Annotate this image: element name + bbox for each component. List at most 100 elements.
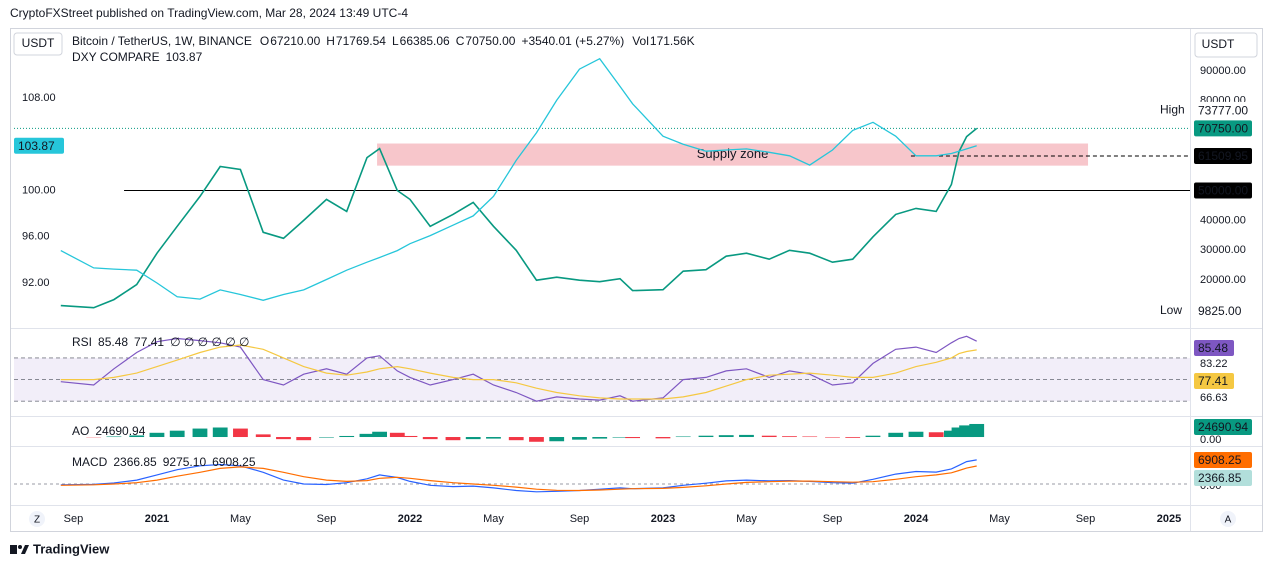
- legend-text: O: [260, 34, 269, 48]
- level-label: 61509.95: [1198, 149, 1248, 163]
- legend-text: C: [456, 34, 465, 48]
- ao-bar: [825, 437, 840, 438]
- x-tick-label: 2023: [651, 513, 675, 525]
- legend-text: L: [392, 34, 399, 48]
- currency-button[interactable]: [1194, 32, 1258, 58]
- ao-bar: [402, 435, 418, 438]
- brand: TradingView: [33, 541, 110, 556]
- ao-bar: [951, 427, 967, 438]
- ao-bar: [549, 437, 565, 442]
- y-tick-label: 20000.00: [1200, 274, 1246, 286]
- ao-bar: [255, 434, 271, 438]
- ao-bar: [276, 437, 291, 440]
- y-tick-label: 90000.00: [1200, 65, 1246, 77]
- dxy-line: [60, 57, 977, 301]
- ao-bar: [612, 437, 628, 438]
- legend-text: RSI: [72, 335, 92, 349]
- ao-bar: [655, 437, 671, 439]
- legend-text: 171.56K: [650, 34, 695, 48]
- scale-button[interactable]: [29, 511, 45, 527]
- ao-bar: [106, 436, 122, 438]
- legend-text: 67210.00: [270, 34, 320, 48]
- y-tick-label: 0.00: [1200, 434, 1221, 446]
- ao-bar: [908, 431, 924, 438]
- x-tick-label: May: [483, 513, 504, 525]
- scale-button-label[interactable]: Z: [34, 515, 40, 526]
- ao-bar: [625, 437, 641, 439]
- ao-bar: [782, 436, 797, 438]
- level-label-box: [1194, 148, 1252, 165]
- ao-bar: [149, 432, 165, 438]
- y2-tick-label: 92.00: [22, 277, 50, 289]
- level-label-box: [1193, 101, 1253, 119]
- legend-text: 9275.10: [163, 455, 207, 469]
- legend-text: DXY COMPARE: [72, 50, 160, 64]
- x-tick-label: May: [736, 513, 757, 525]
- currency-button[interactable]: [13, 32, 63, 56]
- ao-bar: [389, 432, 405, 438]
- rsi-value-label: 85.48: [1198, 341, 1228, 355]
- ao-bar: [233, 428, 248, 438]
- macd-hist-label: 2366.85: [1198, 471, 1242, 485]
- ao-bar: [296, 437, 312, 441]
- legend-text: 85.48: [98, 335, 128, 349]
- level-label: 50000.00: [1198, 184, 1248, 198]
- legend-text: AO: [72, 424, 89, 438]
- legend-text: 66385.06: [400, 34, 450, 48]
- ao-bar: [422, 437, 438, 440]
- ao-bar: [761, 435, 777, 438]
- currency-right[interactable]: USDT: [1202, 37, 1235, 51]
- x-tick-label: 2021: [145, 513, 169, 525]
- legend-text: ∅ ∅ ∅ ∅ ∅ ∅: [170, 335, 249, 349]
- published-note: CryptoFXStreet published on TradingView.…: [10, 6, 408, 20]
- ao-bar: [319, 437, 334, 438]
- ao-bar: [372, 431, 388, 438]
- supply-zone: [377, 143, 1089, 166]
- auto-button[interactable]: [1220, 511, 1236, 527]
- auto-button-label[interactable]: A: [1225, 515, 1232, 526]
- price-line: [60, 127, 978, 309]
- rsi-scale-label: 83.22: [1200, 358, 1228, 370]
- legend-text: MACD: [72, 455, 108, 469]
- chart-frame: [10, 28, 1263, 532]
- legend-text: H: [326, 34, 335, 48]
- level-name: High: [1160, 103, 1185, 117]
- tradingview-logo: [10, 545, 29, 554]
- x-tick-label: Sep: [1076, 513, 1096, 525]
- legend-text: Vol: [632, 34, 649, 48]
- macd-signal-label: 6908.25: [1198, 453, 1242, 467]
- level-label-box: [1194, 120, 1252, 137]
- legend-text: 70750.00: [465, 34, 515, 48]
- legend-text: 103.87: [166, 50, 203, 64]
- ao-bar: [845, 437, 861, 438]
- x-tick-label: May: [230, 513, 251, 525]
- macd-signal-label-box: [1194, 452, 1252, 468]
- x-tick-label: Sep: [64, 513, 84, 525]
- legend-text: 77.41: [134, 335, 164, 349]
- ao-bar: [698, 435, 714, 438]
- macd-line: [60, 465, 977, 492]
- ao-value-label-box: [1194, 419, 1252, 435]
- rsi-ma-label-box: [1194, 373, 1234, 389]
- level-label: 73777.00: [1198, 104, 1248, 118]
- legend-text: 71769.54: [336, 34, 386, 48]
- macd-hist-label-box: [1194, 470, 1252, 486]
- level-name: Low: [1160, 303, 1182, 317]
- level-label-box: [1194, 182, 1252, 199]
- compare-label: 103.87: [18, 139, 55, 153]
- ao-bar: [718, 435, 734, 438]
- x-tick-label: Sep: [317, 513, 337, 525]
- level-label: 9825.00: [1198, 304, 1242, 318]
- ao-bar: [192, 428, 208, 438]
- rsi-scale-label: 66.63: [1200, 392, 1228, 404]
- rsi-value-label-box: [1194, 340, 1234, 356]
- ao-value-label: 24690.94: [1198, 420, 1248, 434]
- ao-bar: [592, 437, 608, 439]
- ao-bar: [944, 430, 959, 438]
- legend-text: 6908.25: [212, 455, 256, 469]
- currency-left[interactable]: USDT: [22, 36, 55, 50]
- zone-label: Supply zone: [697, 146, 769, 161]
- ao-bar: [359, 433, 375, 438]
- legend-text: Bitcoin / TetherUS, 1W, BINANCE: [72, 34, 252, 48]
